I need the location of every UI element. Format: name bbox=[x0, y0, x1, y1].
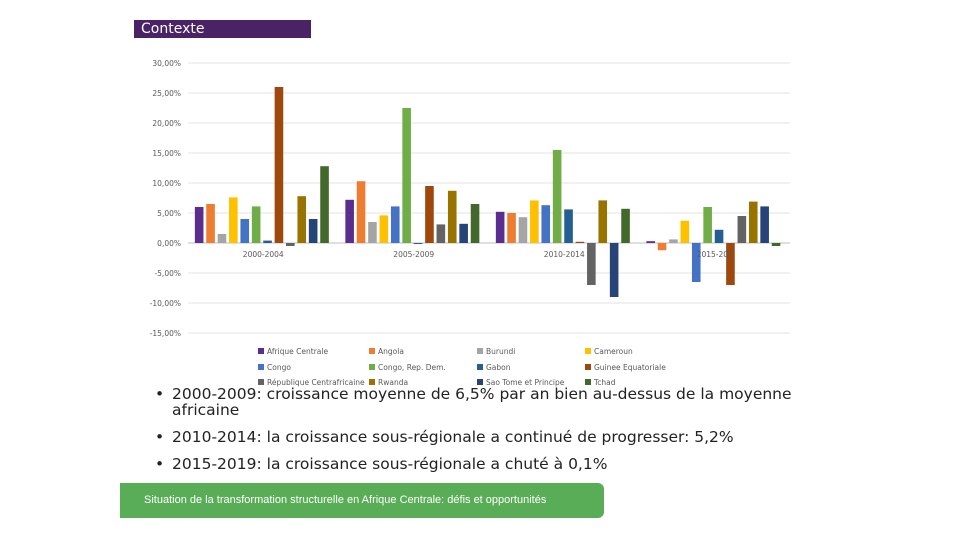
bar bbox=[425, 186, 434, 243]
bar bbox=[229, 197, 238, 243]
bullet-2010-2014: 2010-2014: la croissance sous-régionale … bbox=[152, 429, 852, 445]
legend-swatch bbox=[477, 348, 483, 354]
bar bbox=[345, 199, 354, 243]
slide-title: Contexte bbox=[134, 20, 311, 38]
bar bbox=[518, 217, 528, 243]
bar bbox=[575, 241, 585, 243]
bar bbox=[390, 206, 400, 243]
legend-label: Guinee Equatoriale bbox=[594, 363, 666, 372]
bar bbox=[646, 241, 655, 243]
bar bbox=[356, 181, 366, 243]
legend-swatch bbox=[258, 379, 264, 385]
bar bbox=[379, 215, 389, 243]
bullet-2015-2019: 2015-2019: la croissance sous-régionale … bbox=[152, 456, 852, 472]
bar bbox=[194, 207, 204, 243]
bar bbox=[621, 208, 630, 243]
legend-label: Angola bbox=[378, 347, 404, 356]
legend-swatch bbox=[369, 348, 375, 354]
legend-swatch bbox=[477, 379, 483, 385]
bar bbox=[737, 216, 747, 243]
y-tick-label: 30,00% bbox=[152, 59, 181, 68]
legend-swatch bbox=[258, 348, 264, 354]
footer-banner: Situation de la transformation structure… bbox=[120, 483, 604, 518]
legend-swatch bbox=[585, 364, 591, 370]
y-tick-label: 25,00% bbox=[152, 89, 181, 98]
bar bbox=[669, 239, 678, 243]
bar bbox=[657, 243, 667, 251]
bar bbox=[297, 196, 307, 243]
bullet-2000-2009: 2000-2009: croissance moyenne de 6,5% pa… bbox=[152, 386, 852, 418]
legend-swatch bbox=[585, 379, 591, 385]
legend-swatch bbox=[585, 348, 591, 354]
y-tick-label: 0,00% bbox=[157, 239, 181, 248]
growth-bar-chart: 30,00% 25,00% 20,00% 15,00% 10,00% 5,00% 0,00%… bbox=[150, 59, 790, 387]
bar bbox=[206, 204, 215, 243]
bar bbox=[240, 219, 250, 243]
legend-label: Rwanda bbox=[378, 378, 408, 387]
bar bbox=[703, 207, 712, 243]
bar bbox=[470, 204, 480, 243]
bullet-list: 2000-2009: croissance moyenne de 6,5% pa… bbox=[152, 386, 852, 483]
bar bbox=[402, 108, 411, 243]
bar bbox=[552, 150, 562, 243]
bar bbox=[691, 243, 701, 282]
legend-swatch bbox=[477, 364, 483, 370]
y-tick-label: 20,00% bbox=[152, 119, 181, 128]
legend-label: Tchad bbox=[593, 378, 616, 387]
legend-label: Afrique Centrale bbox=[267, 347, 328, 356]
y-tick-label: 15,00% bbox=[152, 149, 181, 158]
bar bbox=[447, 190, 457, 243]
legend-swatch bbox=[258, 364, 264, 370]
bar bbox=[308, 219, 318, 243]
bar bbox=[413, 243, 423, 244]
y-tick-label: 5,00% bbox=[157, 209, 181, 218]
x-tick-label: 2010-2014 bbox=[544, 250, 585, 259]
bar bbox=[598, 200, 608, 243]
bar bbox=[459, 223, 468, 243]
bar bbox=[495, 211, 505, 243]
y-tick-label: -10,00% bbox=[150, 299, 181, 308]
legend-label: Gabon bbox=[486, 363, 511, 372]
y-tick-label: 10,00% bbox=[152, 179, 181, 188]
bar bbox=[760, 206, 769, 243]
legend-label: Cameroun bbox=[594, 347, 633, 356]
legend-label: Burundi bbox=[486, 347, 515, 356]
bar bbox=[436, 224, 446, 243]
y-tick-label: -15,00% bbox=[150, 329, 181, 338]
legend-swatch bbox=[369, 364, 375, 370]
bar bbox=[726, 243, 735, 285]
y-tick-label: -5,00% bbox=[154, 269, 181, 278]
bar bbox=[274, 87, 284, 243]
x-tick-label: 2015-201 bbox=[697, 250, 733, 259]
legend-swatch bbox=[369, 379, 375, 385]
x-tick-label: 2000-2004 bbox=[243, 250, 284, 259]
bar bbox=[530, 200, 539, 243]
bar bbox=[368, 222, 377, 243]
bar bbox=[748, 201, 758, 243]
legend-label: Congo bbox=[267, 363, 291, 372]
bar bbox=[251, 206, 261, 243]
bar bbox=[680, 220, 690, 243]
bar bbox=[771, 243, 781, 246]
bar bbox=[564, 209, 573, 243]
bar bbox=[507, 213, 516, 243]
bar bbox=[714, 229, 724, 243]
legend-label: Congo, Rep. Dem. bbox=[378, 363, 446, 372]
bar bbox=[320, 166, 329, 243]
legend-label: Sao Tome et Principe bbox=[486, 378, 565, 387]
bar bbox=[609, 243, 619, 297]
bar bbox=[217, 234, 227, 243]
legend-label: République Centrafricaine bbox=[267, 378, 365, 387]
x-tick-label: 2005-2009 bbox=[393, 250, 434, 259]
bar bbox=[587, 243, 596, 285]
bar bbox=[541, 205, 551, 243]
bar bbox=[286, 243, 295, 246]
bar bbox=[263, 240, 272, 243]
